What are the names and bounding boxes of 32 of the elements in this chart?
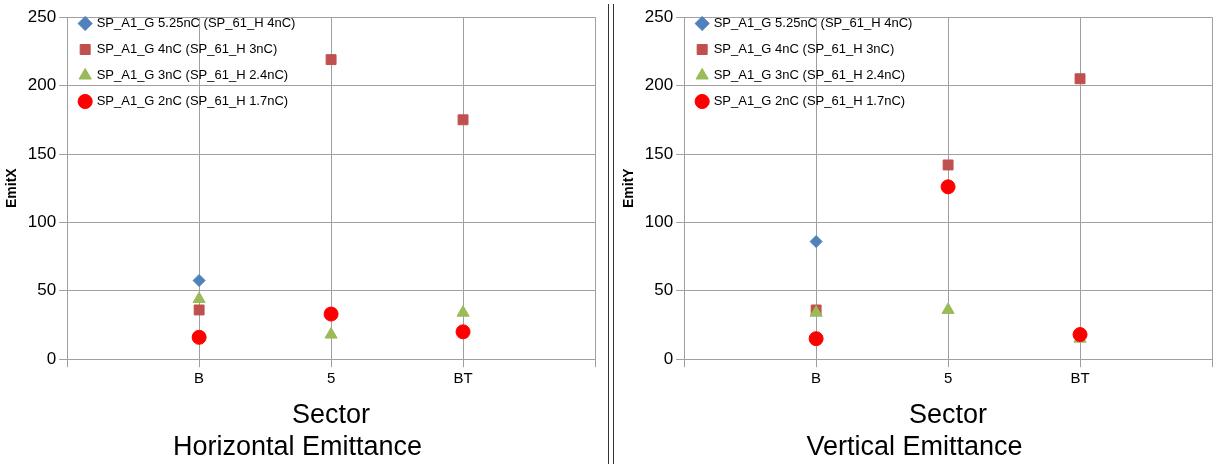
y-tick-label: 250 bbox=[644, 6, 674, 26]
legend-label: SP_A1_G 4nC (SP_61_H 3nC) bbox=[96, 41, 278, 57]
y-tick-label: 0 bbox=[46, 348, 57, 368]
y-tick-label: 250 bbox=[27, 6, 57, 26]
y-tick-label: 50 bbox=[654, 280, 674, 300]
text: Horizontal Emittance bbox=[172, 431, 423, 462]
y-tick-label: 150 bbox=[27, 143, 57, 163]
x-tick-label: BT bbox=[1070, 369, 1090, 387]
legend-label: SP_A1_G 3nC (SP_61_H 2.4nC) bbox=[713, 67, 906, 83]
x-tick-label: 5 bbox=[326, 369, 336, 387]
y-tick-label: 150 bbox=[644, 143, 674, 163]
y-axis-title: EmitX bbox=[3, 167, 20, 209]
y-axis-title: EmitY bbox=[620, 167, 637, 209]
y-tick-label: 100 bbox=[27, 212, 57, 232]
legend-label: SP_A1_G 4nC (SP_61_H 3nC) bbox=[713, 41, 895, 57]
y-tick-label: 200 bbox=[27, 75, 57, 95]
legend-label: SP_A1_G 2nC (SP_61_H 1.7nC) bbox=[96, 93, 289, 109]
x-tick-label: B bbox=[811, 369, 822, 387]
x-axis-title: Sector bbox=[292, 398, 371, 429]
x-tick-label: B bbox=[194, 369, 205, 387]
legend-label: SP_A1_G 3nC (SP_61_H 2.4nC) bbox=[96, 67, 289, 83]
legend-label: SP_A1_G 2nC (SP_61_H 1.7nC) bbox=[713, 93, 906, 109]
y-tick-label: 100 bbox=[644, 212, 674, 232]
x-axis-title: Sector bbox=[909, 398, 988, 429]
text: Vertical Emittance bbox=[806, 431, 1023, 462]
legend-label: SP_A1_G 5.25nC (SP_61_H 4nC) bbox=[713, 15, 913, 31]
legend-label: SP_A1_G 5.25nC (SP_61_H 4nC) bbox=[96, 15, 296, 31]
y-tick-label: 50 bbox=[37, 280, 57, 300]
x-tick-label: 5 bbox=[943, 369, 953, 387]
y-tick-label: 0 bbox=[663, 348, 674, 368]
x-tick-label: BT bbox=[453, 369, 473, 387]
y-tick-label: 200 bbox=[644, 75, 674, 95]
